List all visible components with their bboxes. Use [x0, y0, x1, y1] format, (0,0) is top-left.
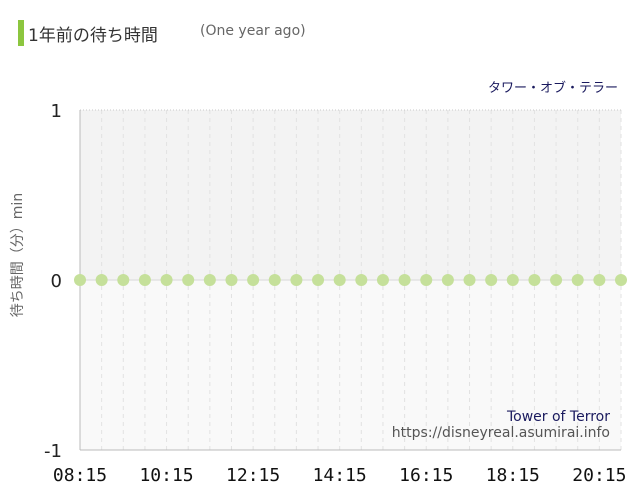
data-point — [615, 274, 627, 286]
data-point — [95, 274, 108, 286]
data-point — [138, 274, 151, 286]
data-point — [528, 274, 541, 286]
data-point — [485, 274, 498, 286]
chart-subtitle: (One year ago) — [200, 23, 306, 39]
plot-background-upper — [80, 110, 621, 280]
data-point — [550, 274, 563, 286]
data-point — [463, 274, 476, 286]
header-accent-bar — [18, 20, 24, 46]
x-tick-label: 14:15 — [313, 465, 367, 486]
data-point — [247, 274, 260, 286]
x-tick-label: 10:15 — [139, 465, 193, 486]
x-tick-label: 12:15 — [226, 465, 280, 486]
data-point — [182, 274, 195, 286]
data-point — [74, 274, 86, 286]
data-point — [376, 274, 389, 286]
data-point — [268, 274, 281, 286]
data-point — [117, 274, 130, 286]
attraction-name-en: Tower of Terror — [506, 409, 610, 425]
x-tick-label: 16:15 — [399, 465, 453, 486]
plot-background-lower — [80, 280, 621, 450]
data-point — [506, 274, 519, 286]
x-tick-label: 18:15 — [486, 465, 540, 486]
data-point — [203, 274, 216, 286]
data-point — [160, 274, 173, 286]
y-tick-label: -1 — [44, 441, 62, 462]
attraction-name-jp: タワー・オブ・テラー — [488, 80, 618, 96]
data-point — [420, 274, 433, 286]
data-point — [225, 274, 238, 286]
x-tick-label: 20:15 — [572, 465, 626, 486]
data-point — [593, 274, 606, 286]
data-point — [290, 274, 303, 286]
data-point — [333, 274, 346, 286]
data-point — [312, 274, 325, 286]
data-point — [571, 274, 584, 286]
site-url: https://disneyreal.asumirai.info — [392, 425, 610, 441]
y-axis-label: 待ち時間（分）min — [10, 193, 26, 317]
y-tick-label: 0 — [51, 271, 62, 292]
data-point — [441, 274, 454, 286]
data-point — [398, 274, 411, 286]
y-tick-label: 1 — [51, 101, 62, 122]
data-point — [355, 274, 368, 286]
x-tick-label: 08:15 — [53, 465, 107, 486]
chart-title: 1年前の待ち時間 — [28, 26, 158, 46]
